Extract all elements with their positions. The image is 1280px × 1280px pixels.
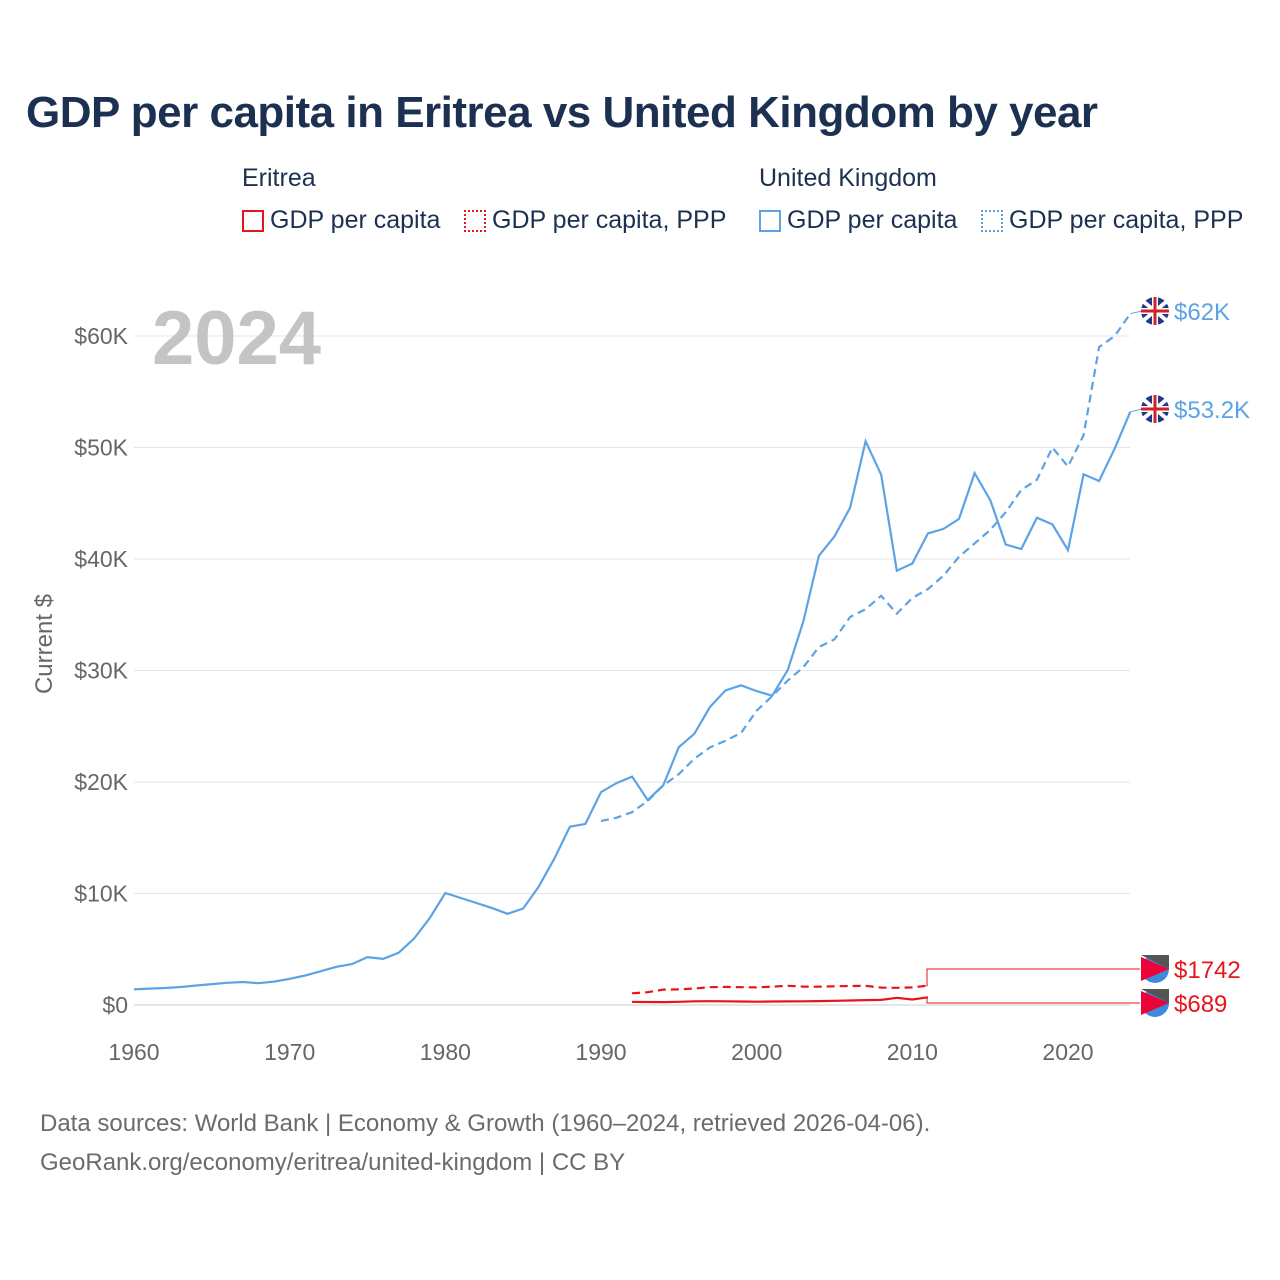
legend-swatch-solid [242,209,264,232]
connector-line [926,968,1140,987]
series-line [632,984,929,995]
y-tick-label: $10K [74,881,128,907]
y-tick-label: $40K [74,546,128,572]
uk-flag-cross-red [1141,395,1169,423]
footer-link[interactable]: GeoRank.org/economy/eritrea/united-kingd… [40,1149,626,1176]
legend-swatch-dotted [464,209,486,232]
x-tick-label: 2020 [1042,1039,1093,1065]
legend-label: GDP per capita, PPP [1009,206,1244,234]
eritrea-flag-triangle [1141,957,1169,981]
year-label: 2024 [152,296,322,381]
connector-line [1130,408,1143,413]
series-line [133,411,1132,991]
legend-label: GDP per capita [270,206,441,234]
y-tick-label: $60K [74,323,128,349]
end-value-label: $1742 [1174,957,1241,984]
legend-group-uk: United Kingdom [759,164,937,192]
y-tick-label: $0 [102,992,128,1018]
chart-title: GDP per capita in Eritrea vs United King… [26,88,1098,137]
legend-label: GDP per capita [787,206,958,234]
eritrea-flag-top [1141,955,1169,969]
y-axis-label: Current $ [31,593,58,695]
legend-uk-ppp[interactable]: GDP per capita, PPP [981,206,1243,235]
legend-eritrea-ppp[interactable]: GDP per capita, PPP [464,206,726,235]
x-tick-label: 2010 [887,1039,938,1065]
legend-eritrea-gdp[interactable]: GDP per capita [242,206,440,235]
x-tick-label: 1990 [575,1039,626,1065]
legend-uk-gdp[interactable]: GDP per capita [759,206,957,235]
uk-flag-cross-red [1141,297,1169,325]
x-tick-label: 1980 [420,1039,471,1065]
y-tick-label: $30K [74,658,128,684]
y-tick-label: $20K [74,769,128,795]
connector-line [1130,310,1143,315]
y-tick-label: $50K [74,435,128,461]
legend-swatch-solid [759,209,781,232]
end-value-label: $62K [1174,299,1230,326]
legend-swatch-dotted [981,209,1003,232]
eritrea-flag-top [1141,989,1169,1003]
end-value-label: $53.2K [1174,397,1250,424]
x-tick-label: 1960 [108,1039,159,1065]
x-tick-label: 1970 [264,1039,315,1065]
x-tick-label: 2000 [731,1039,782,1065]
eritrea-flag-triangle [1141,991,1169,1015]
series-line [632,996,929,1004]
end-value-label: $689 [1174,991,1227,1018]
series-line [600,313,1132,823]
footer-sources: Data sources: World Bank | Economy & Gro… [40,1110,931,1137]
connector-line [926,996,1140,1004]
legend-label: GDP per capita, PPP [492,206,727,234]
legend-group-eritrea: Eritrea [242,164,316,192]
